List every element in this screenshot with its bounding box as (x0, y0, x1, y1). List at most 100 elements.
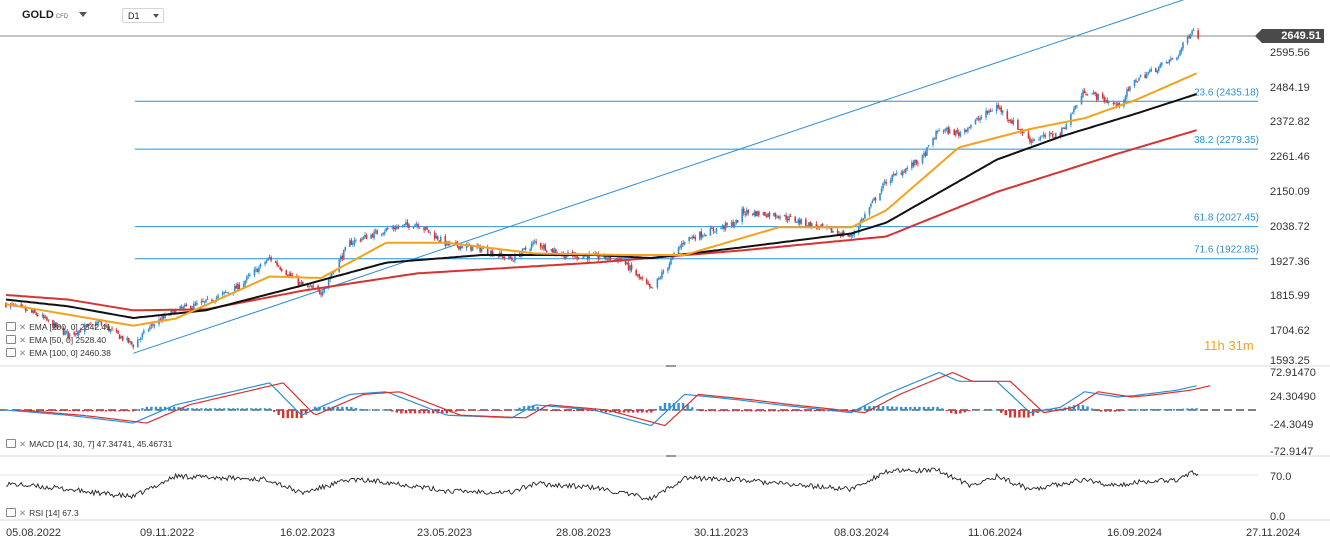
candle-body (680, 243, 683, 247)
candle-body (1154, 68, 1157, 72)
candle-body (1033, 139, 1036, 141)
settings-icon[interactable] (6, 348, 16, 357)
close-icon[interactable]: ✕ (19, 348, 27, 358)
macd-histogram-bar (963, 410, 967, 413)
candle-body (705, 234, 707, 236)
candle-body (455, 242, 457, 243)
macd-histogram-bar (209, 408, 212, 411)
candle-body (989, 110, 992, 112)
legend-ema200[interactable]: ✕ EMA [200, 0] 2342.41 (6, 322, 111, 333)
timeframe-selector[interactable]: D1 (122, 8, 164, 23)
candle-body (1167, 62, 1169, 63)
candle-body (352, 243, 354, 245)
macd-histogram-bar (1195, 408, 1198, 411)
macd-histogram-bar (818, 410, 821, 412)
candle-body (530, 243, 533, 249)
settings-icon[interactable] (6, 508, 16, 517)
macd-histogram-bar (391, 410, 394, 412)
chevron-down-icon[interactable] (79, 12, 87, 17)
candle-body (1188, 35, 1190, 38)
macd-histogram-bar (531, 405, 535, 411)
trend-line[interactable] (133, 0, 1192, 354)
price-axis-tick: 1704.62 (1270, 325, 1310, 337)
candle-body (576, 253, 578, 259)
macd-histogram-bar (154, 406, 158, 411)
candle-body (991, 110, 993, 112)
candle-body (805, 219, 807, 226)
candle-body (820, 224, 822, 226)
candle-body (903, 171, 906, 173)
macd-histogram-bar (1172, 409, 1176, 411)
macd-histogram-bar (559, 410, 562, 412)
candle-body (862, 218, 865, 220)
settings-icon[interactable] (6, 322, 16, 331)
candle-body (535, 241, 537, 243)
candle-body (1020, 128, 1022, 132)
candle-body (508, 255, 510, 259)
candle-body (533, 241, 536, 243)
macd-histogram-bar (504, 410, 508, 411)
candle-body (46, 317, 48, 321)
candle-body (882, 183, 884, 189)
candle-body (1007, 119, 1010, 121)
macd-histogram-bar (1145, 409, 1148, 411)
candle-body (170, 310, 172, 315)
macd-histogram-bar (350, 407, 353, 411)
close-icon[interactable]: ✕ (19, 335, 27, 345)
candle-body (1030, 139, 1033, 144)
macd-histogram-bar (409, 410, 412, 414)
candle-body (105, 324, 107, 328)
close-icon[interactable]: ✕ (19, 439, 27, 449)
candle-countdown: 11h 31m (1204, 338, 1254, 353)
fib-level-label: 38.2 (2279.35) (1194, 135, 1259, 146)
candle-body (906, 167, 909, 169)
close-icon[interactable]: ✕ (19, 508, 27, 518)
legend-ema100[interactable]: ✕ EMA [100, 0] 2460.38 (6, 348, 111, 359)
candle-body (1177, 56, 1180, 58)
macd-histogram-bar (109, 410, 112, 412)
macd-histogram-bar (813, 410, 817, 412)
macd-histogram-bar (931, 406, 935, 411)
candle-body (268, 257, 271, 259)
macd-histogram-bar (172, 406, 176, 411)
candle-body (836, 230, 839, 234)
macd-histogram-bar (150, 406, 153, 411)
fibonacci-levels[interactable]: 23.6 (2435.18) 38.2 (2279.35) 61.8 (2027.4… (135, 87, 1259, 260)
macd-histogram-bar (395, 410, 399, 413)
candle-body (853, 232, 856, 236)
ema200-line (5, 129, 1197, 312)
legend-rsi[interactable]: ✕ RSI [14] 67.3 (6, 508, 79, 519)
candle-body (161, 316, 163, 322)
macd-histogram-bar (750, 410, 753, 412)
macd-histogram-bar (468, 410, 471, 411)
macd-histogram-bar (1113, 410, 1117, 412)
candle-body (970, 125, 972, 128)
time-axis-tick: 16.09.2024 (1107, 527, 1162, 539)
candle-body (880, 188, 883, 193)
candle-body (608, 255, 610, 260)
candle-body (689, 237, 692, 239)
macd-histogram-bar (581, 410, 585, 412)
macd-histogram-bar (886, 406, 889, 411)
axis-labels: 2595.56 2484.19 2372.82 2261.46 2150.09 2038.… (6, 47, 1316, 539)
settings-icon[interactable] (6, 335, 16, 344)
candle-body (438, 240, 441, 242)
candle-body (1133, 79, 1136, 87)
settings-icon[interactable] (6, 439, 16, 448)
candle-body (1074, 105, 1077, 110)
candle-body (1097, 93, 1099, 101)
macd-histogram-bar (368, 409, 371, 411)
macd-line (5, 371, 1197, 427)
legend-macd[interactable]: ✕ MACD [14, 30, 7] 47.34741, 45.46731 (6, 439, 172, 450)
candle-body (647, 283, 650, 285)
candle-body (482, 247, 484, 250)
macd-histogram-bar (113, 410, 117, 412)
close-icon[interactable]: ✕ (19, 322, 27, 332)
legend-ema50[interactable]: ✕ EMA [50, 0] 2528.40 (6, 335, 106, 346)
candle-body (83, 325, 86, 332)
candle-body (976, 118, 978, 120)
symbol-selector[interactable]: GOLD CFD (22, 9, 68, 21)
candle-body (777, 216, 780, 218)
candle-body (691, 236, 694, 239)
